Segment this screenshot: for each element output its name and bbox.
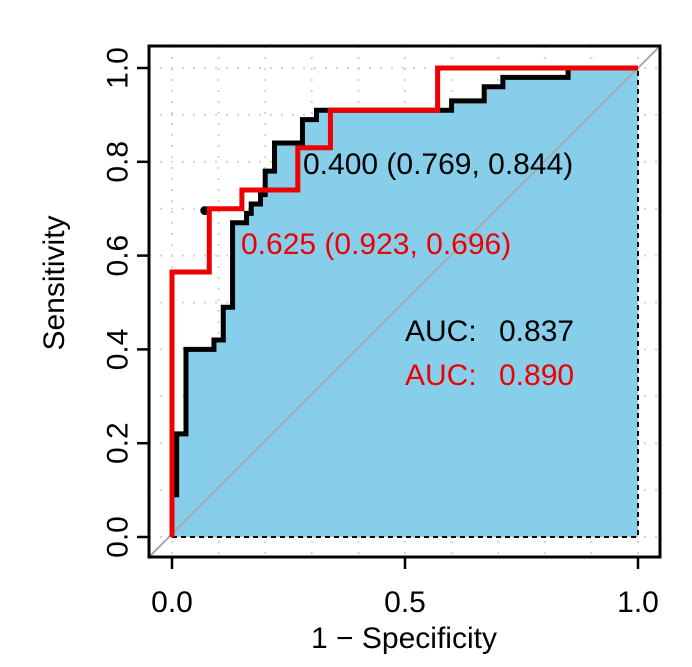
diagonal-line [148, 45, 661, 558]
roc-curve-red [169, 65, 638, 537]
auc-value-red: 0.890 [499, 359, 574, 392]
auc-label-black: AUC: 0.837 [405, 315, 574, 348]
auc-label-red-prefix: AUC: [405, 359, 477, 392]
y-axis-title: Sensitivity [38, 215, 71, 350]
x-tick-label: 1.0 [617, 586, 659, 619]
threshold-label-red: 0.625 (0.923, 0.696) [241, 228, 511, 261]
threshold-label-black: 0.400 (0.769, 0.844) [303, 148, 573, 181]
roc-curves [169, 65, 638, 537]
y-tick-label: 0.8 [102, 141, 135, 183]
roc-curve-black [172, 65, 638, 498]
y-tick-label: 1.0 [102, 47, 135, 89]
auc-fill-border [172, 68, 639, 538]
auc-label-red: AUC: 0.890 [405, 359, 574, 392]
auc-label-black-prefix: AUC: [405, 315, 477, 348]
x-axis-title: 1 − Specificity [311, 622, 497, 655]
chance-diagonal [148, 45, 661, 558]
y-tick-label: 0.6 [102, 235, 135, 277]
y-tick-label: 0.0 [102, 516, 135, 558]
axis-ticks: 0.0 0.5 1.0 0.0 0.2 0.4 0.6 0.8 1.0 [102, 47, 659, 619]
x-tick-label: 0.5 [384, 586, 426, 619]
auc-value-black: 0.837 [499, 315, 574, 348]
y-tick-label: 0.2 [102, 422, 135, 464]
y-tick-label: 0.4 [102, 329, 135, 371]
x-tick-label: 0.0 [151, 586, 193, 619]
